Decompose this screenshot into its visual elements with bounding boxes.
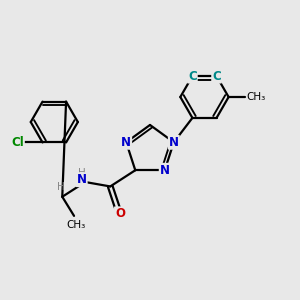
Text: H: H <box>78 168 86 178</box>
Text: CH₃: CH₃ <box>66 220 85 230</box>
Text: N: N <box>121 136 131 149</box>
Text: C: C <box>188 70 197 83</box>
Text: N: N <box>160 164 170 177</box>
Text: C: C <box>212 70 221 83</box>
Text: O: O <box>115 207 125 220</box>
Text: H: H <box>57 182 65 192</box>
Text: Cl: Cl <box>11 136 24 149</box>
Text: N: N <box>77 173 87 186</box>
Text: CH₃: CH₃ <box>246 92 266 102</box>
Text: N: N <box>169 136 179 149</box>
